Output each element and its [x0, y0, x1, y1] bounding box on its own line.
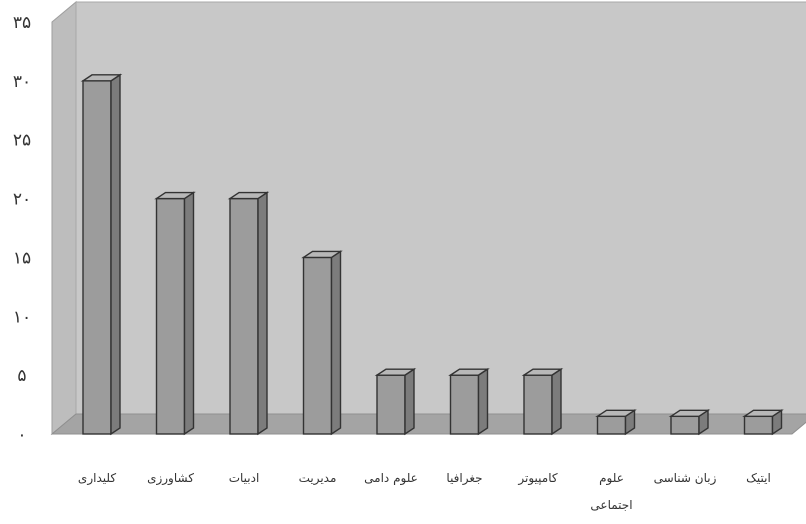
bar [448, 367, 490, 436]
x-tick-label: علوم دامی [364, 471, 418, 486]
x-tick-label: مدیریت [299, 471, 337, 486]
x-tick-label: ایتیک [746, 471, 771, 485]
y-tick-label: ۲۰ [13, 190, 31, 210]
bars [80, 73, 784, 436]
x-tick-label: ادبیات [229, 471, 260, 485]
x-tick-label: جغرافیا [446, 471, 482, 486]
y-tick-label: ۰ [17, 425, 26, 445]
y-tick-label: ۲۵ [13, 131, 31, 151]
bar [227, 191, 270, 436]
bar [742, 409, 784, 436]
bar [154, 191, 196, 436]
y-tick-label: ۱۵ [13, 248, 31, 268]
x-tick-label: زبان شناسی [654, 471, 717, 486]
x-tick-label: کلیداری [78, 471, 116, 486]
y-tick-label: ۳۰ [13, 72, 31, 92]
y-tick-label: ۱۰ [13, 307, 31, 327]
side-wall [51, 0, 77, 436]
y-tick-label: ۵ [17, 366, 26, 386]
bar [595, 409, 637, 436]
bar [521, 367, 564, 436]
back-wall [75, 1, 806, 415]
x-tick-label: کامپیوتر [517, 471, 557, 486]
bar [668, 409, 711, 436]
x-axis: کلیداری کشاورزی ادبیات مدیریت علوم دامی جغراف… [78, 471, 771, 512]
y-axis: ۰ ۵ ۱۰ ۱۵ ۲۰ ۲۵ ۳۰ ۳۵ [13, 13, 31, 445]
bar [374, 367, 417, 436]
x-tick-label: کشاورزی [147, 471, 194, 486]
bar [80, 73, 123, 436]
y-tick-label: ۳۵ [13, 13, 31, 33]
chart-walls [50, 0, 806, 436]
bar [301, 250, 343, 436]
x-tick-label: علوم اجتماعی [590, 471, 632, 512]
